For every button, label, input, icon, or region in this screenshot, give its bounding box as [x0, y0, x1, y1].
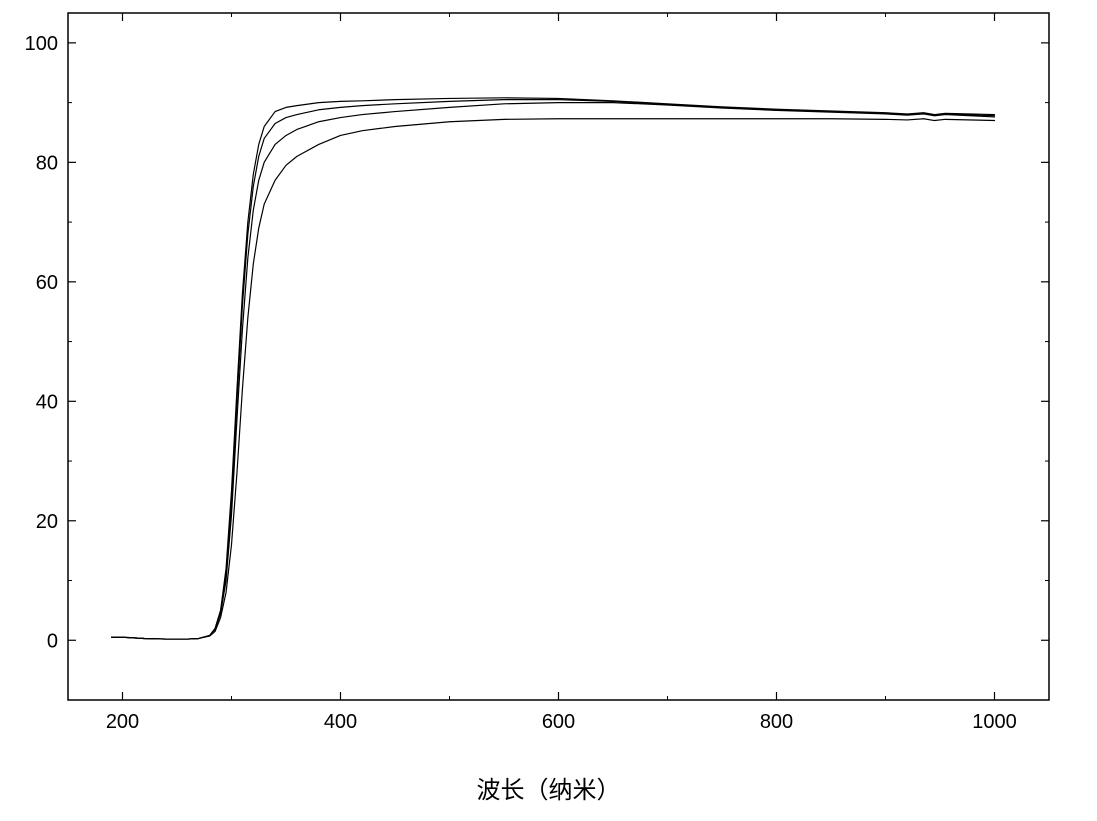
chart-container: 200 400 600 800 1000 0 20 40 60 80 100 波长（纳米） — [0, 0, 1097, 821]
svg-text:400: 400 — [324, 711, 357, 733]
svg-text:40: 40 — [36, 391, 58, 413]
svg-text:60: 60 — [36, 272, 58, 294]
svg-text:20: 20 — [36, 511, 58, 533]
line-chart: 200 400 600 800 1000 0 20 40 60 80 100 — [0, 0, 1097, 821]
svg-text:100: 100 — [25, 33, 58, 55]
svg-text:800: 800 — [760, 711, 793, 733]
svg-text:0: 0 — [47, 630, 58, 652]
svg-text:600: 600 — [542, 711, 575, 733]
svg-text:1000: 1000 — [972, 711, 1017, 733]
x-axis-label: 波长（纳米） — [0, 770, 1097, 805]
svg-text:80: 80 — [36, 152, 58, 174]
svg-text:200: 200 — [106, 711, 139, 733]
